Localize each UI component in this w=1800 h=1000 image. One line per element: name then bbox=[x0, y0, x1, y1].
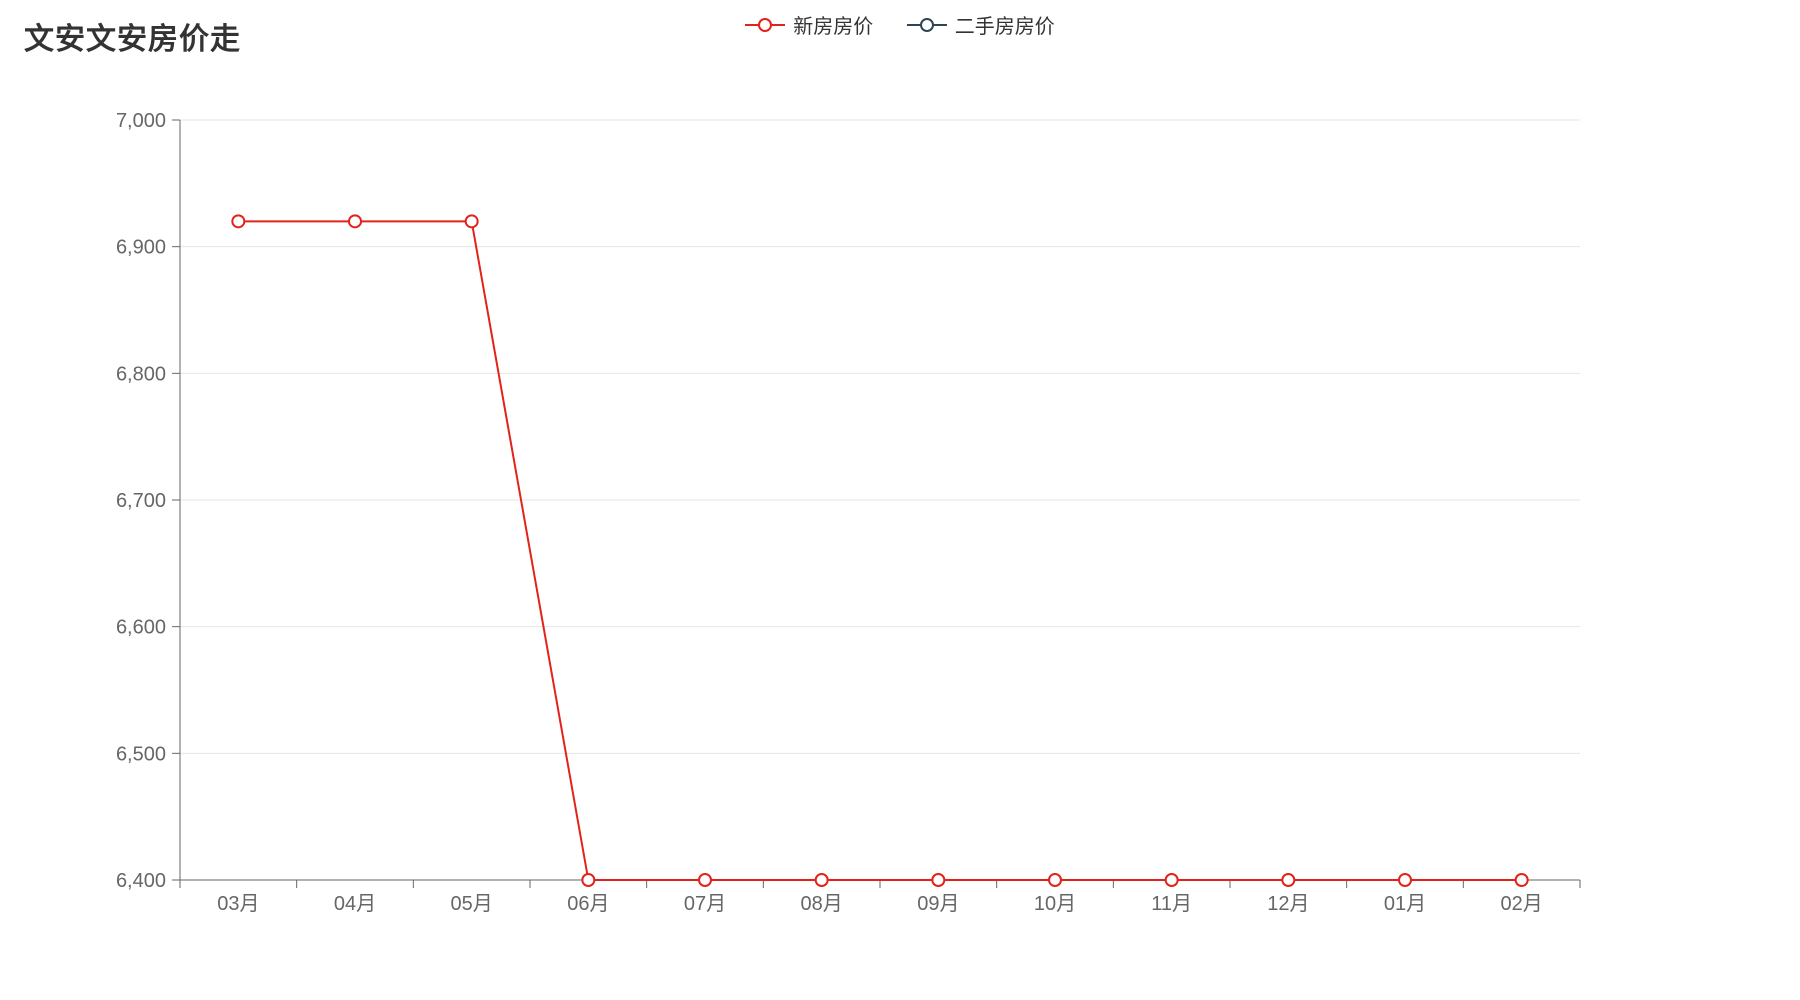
x-tick-label: 03月 bbox=[217, 893, 259, 915]
y-tick-label: 6,700 bbox=[116, 490, 166, 512]
y-tick-label: 6,400 bbox=[116, 870, 166, 892]
y-tick-label: 6,600 bbox=[116, 617, 166, 639]
y-tick-label: 6,800 bbox=[116, 363, 166, 385]
line-chart: 6,400 6,500 6,600 6,700 6,800 6,900 7,000 03月 04… bbox=[0, 80, 1800, 980]
x-tick-label: 01月 bbox=[1384, 893, 1426, 915]
x-tick-label: 09月 bbox=[917, 893, 959, 915]
x-tick-label: 05月 bbox=[451, 893, 493, 915]
data-point[interactable] bbox=[1282, 874, 1294, 886]
data-point[interactable] bbox=[816, 874, 828, 886]
legend-label-second: 二手房房价 bbox=[955, 10, 1055, 39]
data-point[interactable] bbox=[349, 215, 361, 227]
x-tick-label: 08月 bbox=[801, 893, 843, 915]
y-tick-label: 6,900 bbox=[116, 237, 166, 259]
legend-swatch-second bbox=[907, 15, 947, 35]
data-point[interactable] bbox=[1399, 874, 1411, 886]
data-point[interactable] bbox=[232, 215, 244, 227]
legend-label-new: 新房房价 bbox=[793, 10, 873, 39]
data-point[interactable] bbox=[932, 874, 944, 886]
data-point[interactable] bbox=[466, 215, 478, 227]
x-tick-label: 10月 bbox=[1034, 893, 1076, 915]
legend-item-new[interactable]: 新房房价 bbox=[745, 10, 873, 39]
y-tick-label: 7,000 bbox=[116, 110, 166, 132]
data-point[interactable] bbox=[1166, 874, 1178, 886]
x-tick-label: 06月 bbox=[567, 893, 609, 915]
data-point[interactable] bbox=[1516, 874, 1528, 886]
data-point[interactable] bbox=[699, 874, 711, 886]
series-line bbox=[238, 221, 1521, 880]
legend-item-second[interactable]: 二手房房价 bbox=[907, 10, 1055, 39]
x-tick-label: 02月 bbox=[1501, 893, 1543, 915]
legend: 新房房价 二手房房价 bbox=[0, 10, 1800, 41]
x-tick-label: 04月 bbox=[334, 893, 376, 915]
y-tick-label: 6,500 bbox=[116, 743, 166, 765]
data-point[interactable] bbox=[1049, 874, 1061, 886]
x-tick-label: 12月 bbox=[1267, 893, 1309, 915]
x-tick-label: 07月 bbox=[684, 893, 726, 915]
legend-swatch-new bbox=[745, 15, 785, 35]
data-point[interactable] bbox=[582, 874, 594, 886]
x-tick-label: 11月 bbox=[1151, 893, 1192, 915]
